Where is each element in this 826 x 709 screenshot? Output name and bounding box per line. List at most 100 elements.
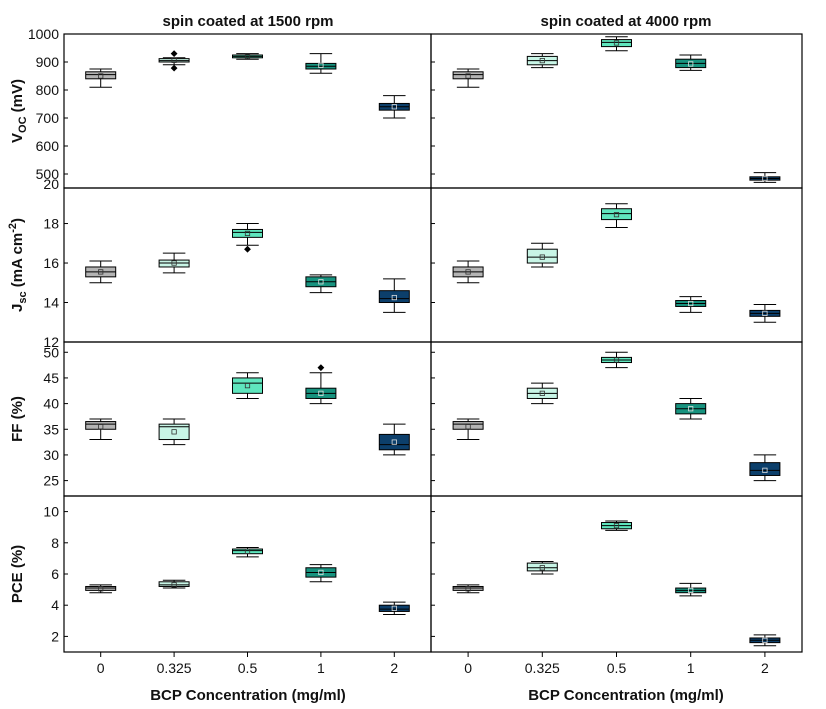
panel-frame <box>63 341 432 497</box>
y-tick-label: 10 <box>43 504 59 520</box>
panel-frame <box>63 187 432 343</box>
y-tick-label: 700 <box>36 110 60 126</box>
outlier-point <box>317 364 325 372</box>
box-iqr-0.325 <box>526 248 558 264</box>
y-tick-label: 4 <box>51 597 59 613</box>
y-tick-label: 6 <box>51 566 59 582</box>
y-tick-label: 500 <box>36 166 60 182</box>
box-iqr-0.5 <box>232 228 263 238</box>
box-mean-marker <box>539 565 545 571</box>
box-mean-marker <box>171 429 177 435</box>
x-tick-label: 1 <box>687 660 695 676</box>
y-tick-label: 16 <box>43 255 59 271</box>
box-iqr-0 <box>452 71 484 80</box>
x-tick-label: 2 <box>390 660 398 676</box>
y-axis-label: Jsc (mA cm-2) <box>7 218 29 312</box>
y-tick-label: 8 <box>51 535 59 551</box>
x-tick-label: 2 <box>761 660 769 676</box>
y-tick-label: 18 <box>43 216 59 232</box>
box-mean-marker <box>465 269 471 275</box>
box-mean-marker <box>539 254 545 260</box>
x-tick-label: 0.325 <box>525 660 560 676</box>
x-tick-label: 0.325 <box>157 660 192 676</box>
y-tick-label: 1000 <box>28 26 59 42</box>
panel-frame <box>430 33 803 189</box>
box-mean-marker <box>244 230 251 237</box>
y-tick-label: 30 <box>43 447 59 463</box>
x-axis-label-right: BCP Concentration (mg/ml) <box>528 687 724 704</box>
box-mean-marker <box>391 605 397 611</box>
box-iqr-0.5 <box>601 39 632 48</box>
box-mean-marker <box>762 467 768 473</box>
box-mean-marker <box>688 587 694 593</box>
box-iqr-2 <box>378 290 410 304</box>
panel-frame <box>63 495 432 653</box>
box-mean-marker <box>613 212 620 218</box>
y-axis-label: PCE (%) <box>9 545 26 603</box>
x-tick-label: 0.5 <box>238 660 258 676</box>
y-axis-label: FF (%) <box>9 396 26 442</box>
box-mean-marker <box>391 294 397 301</box>
box-mean-marker <box>762 175 768 182</box>
box-iqr-0 <box>85 421 117 430</box>
y-tick-label: 25 <box>43 473 59 489</box>
box-mean-marker <box>98 269 104 275</box>
y-tick-label: 900 <box>36 54 60 70</box>
box-mean-marker <box>539 390 545 396</box>
box-mean-marker <box>762 310 768 316</box>
box-iqr-0.325 <box>526 562 558 572</box>
box-mean-marker <box>539 58 545 64</box>
box-mean-marker <box>244 383 251 389</box>
y-tick-label: 14 <box>43 295 59 311</box>
y-tick-label: 45 <box>43 370 59 386</box>
y-tick-label: 50 <box>43 344 59 360</box>
box-mean-marker <box>244 53 251 60</box>
box-mean-marker <box>465 586 471 592</box>
outlier-point <box>170 50 178 57</box>
y-tick-label: 600 <box>36 138 60 154</box>
box-mean-marker <box>171 260 177 266</box>
box-mean-marker <box>465 73 471 79</box>
box-mean-marker <box>613 523 620 529</box>
column-title-4000rpm: spin coated at 4000 rpm <box>541 13 712 30</box>
box-iqr-0.325 <box>158 581 190 587</box>
box-mean-marker <box>391 439 397 445</box>
x-axis-label-left: BCP Concentration (mg/ml) <box>150 687 346 704</box>
box-mean-marker <box>244 548 251 554</box>
box-mean-marker <box>688 61 694 67</box>
x-tick-label: 0 <box>97 660 105 676</box>
box-iqr-0.5 <box>232 548 263 555</box>
box-mean-marker <box>98 586 104 592</box>
box-mean-marker <box>613 357 620 363</box>
box-mean-marker <box>688 406 694 412</box>
box-mean-marker <box>613 40 620 46</box>
box-mean-marker <box>98 424 104 430</box>
y-tick-label: 800 <box>36 82 60 98</box>
box-mean-marker <box>318 569 324 576</box>
column-title-1500rpm: spin coated at 1500 rpm <box>163 13 334 30</box>
box-mean-marker <box>688 300 694 307</box>
box-iqr-0.325 <box>158 423 190 441</box>
outlier-point <box>244 245 251 253</box>
box-mean-marker <box>318 390 324 396</box>
box-mean-marker <box>318 62 324 68</box>
box-mean-marker <box>391 104 397 110</box>
box-iqr-0 <box>85 71 117 80</box>
box-iqr-2 <box>378 433 410 451</box>
box-mean-marker <box>318 279 324 285</box>
x-tick-label: 0.5 <box>607 660 627 676</box>
box-mean-marker <box>98 73 104 79</box>
box-mean-marker <box>465 424 471 430</box>
y-tick-label: 12 <box>43 334 59 350</box>
outlier-point <box>170 64 178 72</box>
y-tick-label: 35 <box>43 421 59 437</box>
y-axis-label: VOC (mV) <box>9 79 29 143</box>
x-tick-label: 1 <box>317 660 325 676</box>
box-iqr-2 <box>749 462 781 476</box>
x-tick-label: 0 <box>464 660 472 676</box>
y-tick-label: 2 <box>51 628 59 644</box>
box-iqr-2 <box>378 604 410 612</box>
y-tick-label: 20 <box>43 176 59 192</box>
